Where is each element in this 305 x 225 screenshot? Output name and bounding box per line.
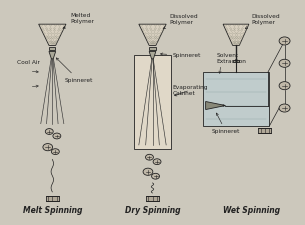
Bar (49, 47, 55, 50)
Bar (233, 60, 239, 62)
Text: Dry Spinning: Dry Spinning (125, 206, 180, 215)
Text: Dissolved
Polymer: Dissolved Polymer (163, 14, 198, 29)
Bar (149, 47, 156, 50)
Circle shape (279, 37, 290, 45)
Text: Melted
Polymer: Melted Polymer (63, 13, 95, 28)
Bar (134, 56, 171, 149)
Circle shape (279, 59, 290, 67)
Text: Cool Air: Cool Air (17, 60, 40, 65)
Text: Dissolved
Polymer: Dissolved Polymer (245, 14, 280, 29)
Bar (46, 196, 59, 201)
Circle shape (279, 104, 290, 112)
Text: Spinneret: Spinneret (160, 53, 201, 58)
Bar (258, 128, 271, 133)
Polygon shape (149, 52, 156, 59)
Polygon shape (206, 101, 225, 110)
Polygon shape (39, 24, 66, 45)
Text: Melt Spinning: Melt Spinning (23, 206, 82, 215)
Bar (203, 72, 269, 126)
Circle shape (279, 82, 290, 90)
Text: Evaporating
Cabinet: Evaporating Cabinet (172, 85, 208, 96)
Text: Wet Spinning: Wet Spinning (223, 206, 280, 215)
Circle shape (143, 168, 153, 175)
Circle shape (45, 129, 53, 134)
Circle shape (53, 133, 61, 139)
Circle shape (52, 149, 59, 155)
Circle shape (43, 144, 52, 151)
Text: Spinneret: Spinneret (212, 113, 240, 134)
Polygon shape (223, 24, 249, 45)
Circle shape (152, 173, 160, 179)
Bar (146, 196, 159, 201)
Text: Spinneret: Spinneret (56, 58, 93, 83)
Polygon shape (49, 52, 56, 59)
Polygon shape (139, 24, 166, 45)
Circle shape (145, 154, 153, 160)
Text: Solvent
Extraction: Solvent Extraction (216, 53, 246, 64)
Circle shape (153, 159, 161, 165)
